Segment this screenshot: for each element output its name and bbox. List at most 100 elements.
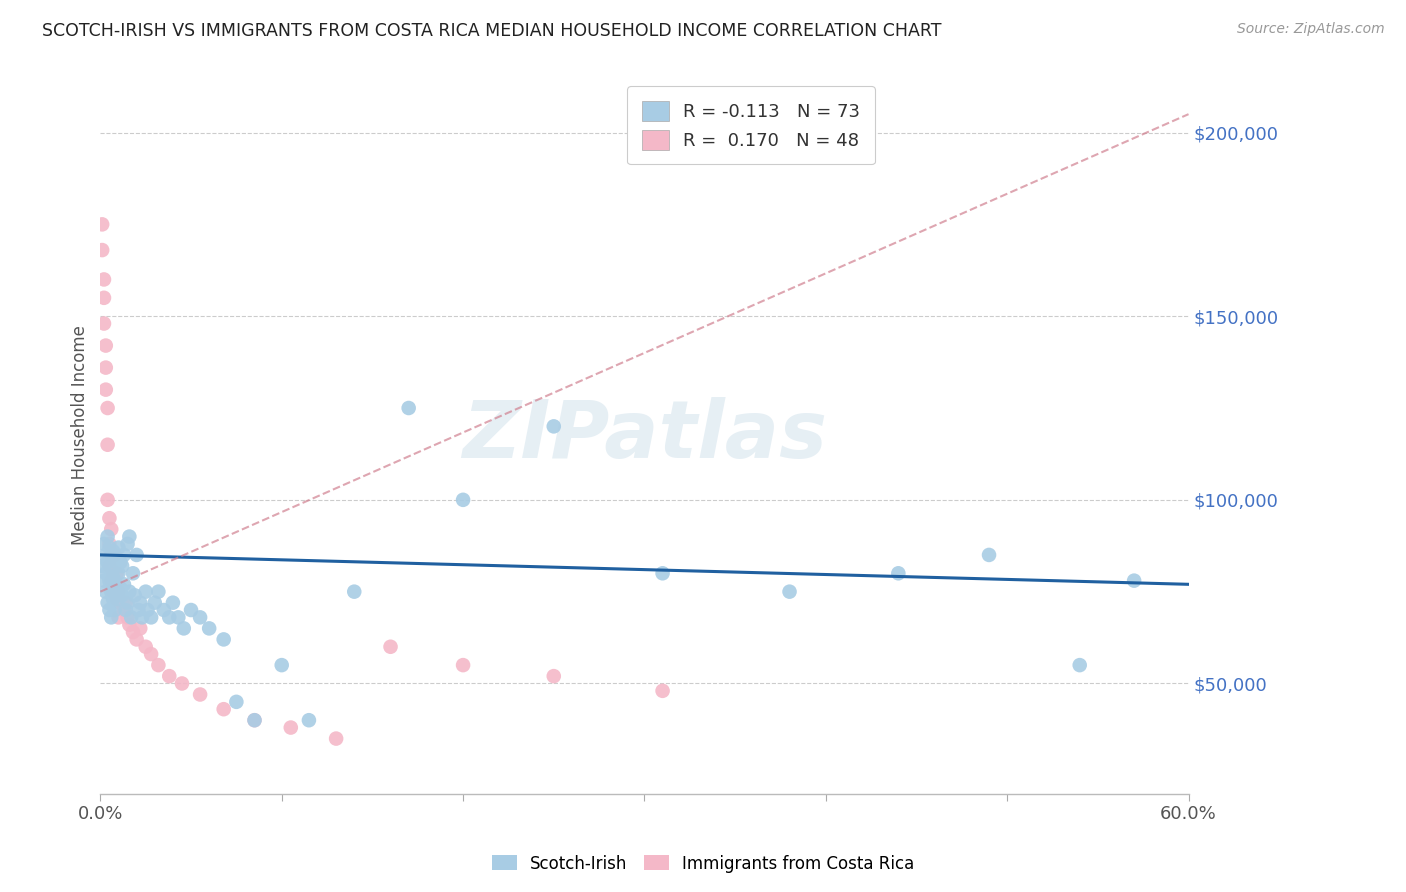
Point [98, 558, 121, 573]
Point [118, 530, 141, 544]
Point [93, 317, 115, 331]
Point [107, 610, 129, 624]
Point [131, 610, 153, 624]
Point [112, 577, 135, 591]
Point [97, 555, 120, 569]
Point [135, 640, 157, 654]
Point [127, 603, 149, 617]
Point [651, 683, 673, 698]
Point [101, 544, 124, 558]
Point [110, 581, 132, 595]
Point [243, 713, 266, 727]
Point [93, 272, 115, 286]
Point [94, 360, 117, 375]
Point [97, 530, 120, 544]
Point [100, 548, 122, 562]
Point [93, 574, 115, 588]
Point [98, 574, 121, 588]
Point [101, 566, 124, 581]
Point [122, 566, 145, 581]
Point [212, 702, 235, 716]
Point [100, 522, 122, 536]
Point [94, 566, 117, 581]
Point [94, 548, 117, 562]
Point [298, 713, 321, 727]
Point [98, 537, 121, 551]
Point [100, 551, 122, 566]
Point [173, 621, 195, 635]
Point [107, 584, 129, 599]
Point [162, 596, 184, 610]
Point [104, 548, 127, 562]
Point [118, 584, 141, 599]
Point [114, 603, 136, 617]
Point [107, 541, 129, 555]
Point [343, 584, 366, 599]
Point [779, 584, 801, 599]
Point [112, 548, 135, 562]
Point [97, 596, 120, 610]
Point [91, 218, 114, 232]
Y-axis label: Median Household Income: Median Household Income [72, 326, 89, 546]
Point [118, 617, 141, 632]
Point [94, 338, 117, 352]
Point [157, 669, 180, 683]
Point [139, 610, 162, 624]
Point [97, 401, 120, 415]
Point [451, 492, 474, 507]
Point [451, 658, 474, 673]
Point [117, 596, 139, 610]
Point [105, 555, 128, 569]
Point [129, 596, 152, 610]
Point [212, 632, 235, 647]
Point [104, 603, 127, 617]
Point [139, 647, 162, 661]
Point [98, 541, 121, 555]
Point [120, 610, 142, 624]
Point [117, 610, 139, 624]
Point [280, 721, 302, 735]
Point [124, 588, 146, 602]
Legend: R = -0.113   N = 73, R =  0.170   N = 48: R = -0.113 N = 73, R = 0.170 N = 48 [627, 87, 875, 164]
Point [129, 621, 152, 635]
Point [104, 574, 127, 588]
Point [111, 588, 134, 602]
Point [97, 438, 120, 452]
Point [143, 596, 166, 610]
Point [325, 731, 347, 746]
Point [107, 592, 129, 607]
Point [148, 658, 170, 673]
Point [93, 537, 115, 551]
Point [167, 610, 190, 624]
Point [125, 632, 148, 647]
Point [543, 669, 565, 683]
Point [977, 548, 1000, 562]
Point [1123, 574, 1146, 588]
Point [105, 581, 128, 595]
Point [94, 383, 117, 397]
Point [157, 610, 180, 624]
Point [112, 603, 135, 617]
Point [887, 566, 910, 581]
Point [91, 243, 114, 257]
Point [243, 713, 266, 727]
Point [117, 537, 139, 551]
Point [104, 548, 127, 562]
Point [100, 584, 122, 599]
Point [100, 610, 122, 624]
Point [543, 419, 565, 434]
Point [101, 584, 124, 599]
Point [110, 555, 132, 569]
Text: ZIPatlas: ZIPatlas [463, 397, 827, 475]
Point [125, 548, 148, 562]
Point [94, 584, 117, 599]
Point [122, 625, 145, 640]
Point [93, 291, 115, 305]
Point [114, 596, 136, 610]
Point [104, 577, 127, 591]
Point [148, 584, 170, 599]
Point [107, 566, 129, 581]
Point [91, 558, 114, 573]
Point [110, 596, 132, 610]
Point [651, 566, 673, 581]
